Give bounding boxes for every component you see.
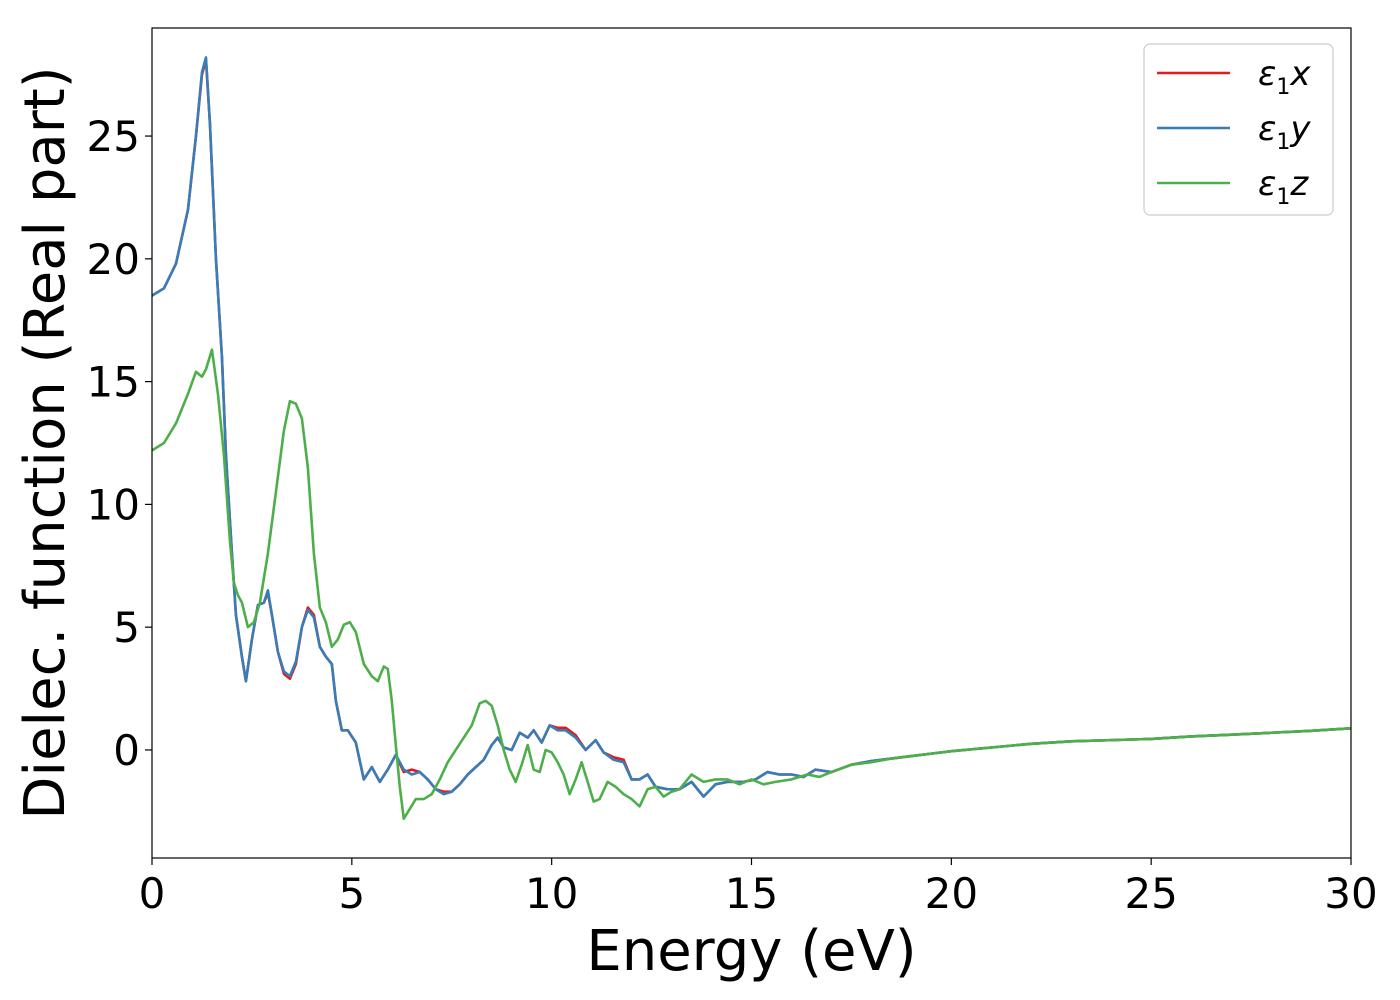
x-axis-ticks: 0 5 10 15 20 25 30 [139,858,1378,918]
y-tick-label: 5 [113,603,140,652]
legend-label-y: ε1y [1258,109,1311,155]
legend-label-x: ε1x [1258,54,1311,100]
y-tick-label: 25 [87,112,140,161]
x-tick-label: 30 [1324,869,1377,918]
y-tick-label: 10 [87,480,140,529]
x-tick-label: 0 [139,869,166,918]
series-line-y [152,56,1351,798]
y-tick-label: 15 [87,358,140,407]
x-tick-label: 20 [925,869,978,918]
y-tick-label: 20 [87,235,140,284]
legend: ε1x ε1y ε1z [1143,43,1334,216]
legend-label-z: ε1z [1258,164,1309,210]
y-axis-label: Dielec. function (Real part) [13,66,78,819]
x-tick-label: 25 [1124,869,1177,918]
series-line-z [152,348,1351,821]
x-tick-label: 5 [338,869,365,918]
x-tick-label: 10 [525,869,578,918]
x-axis-label: Energy (eV) [586,919,916,984]
legend-box [1143,43,1334,216]
y-axis-ticks: 0 5 10 15 20 25 [87,112,152,775]
y-tick-label: 0 [113,726,140,775]
x-tick-label: 15 [725,869,778,918]
series-layer [152,56,1351,821]
